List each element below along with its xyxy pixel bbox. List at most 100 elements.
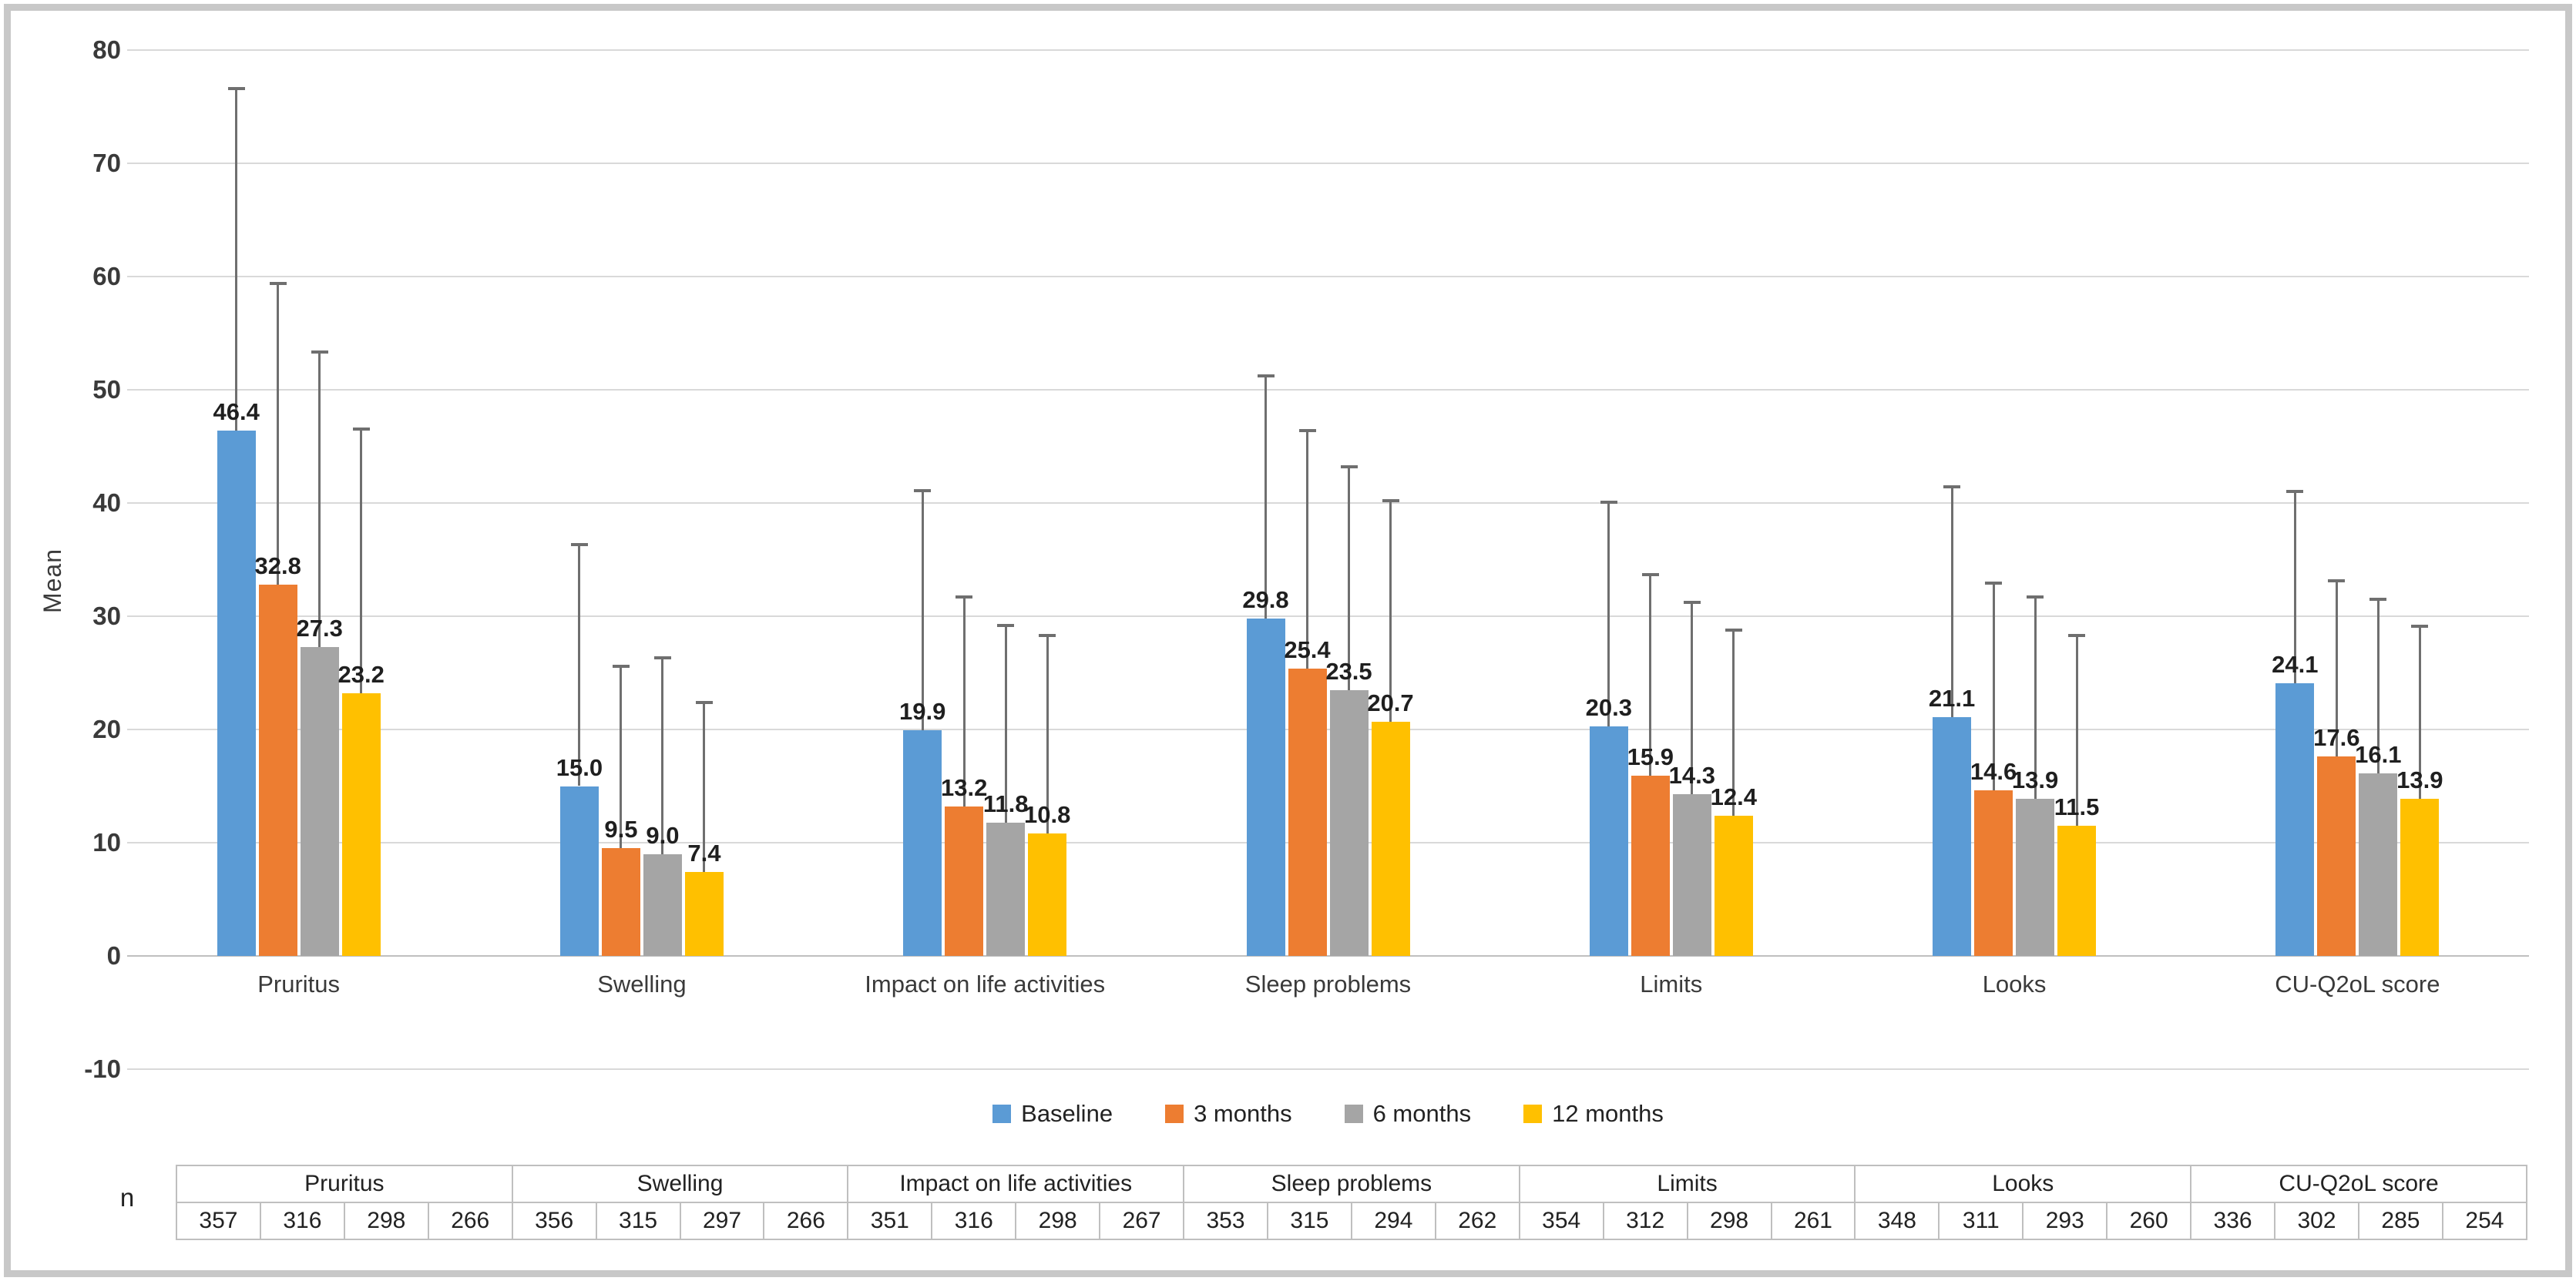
bar-baseline-sleep-problems: [1246, 618, 1285, 956]
bar-3-months-impact-on-life-activities: [945, 806, 984, 956]
y-tick-label: 0: [106, 941, 121, 970]
bar-3-months-limits: [1631, 776, 1670, 956]
error-bar-12-months-limits: [1732, 629, 1735, 816]
figure-border: [4, 4, 2572, 1277]
legend-item-12-months: 12 months: [1523, 1101, 1664, 1127]
n-table-cell: 315: [1266, 1202, 1352, 1240]
bar-value-label: 17.6: [2313, 724, 2360, 752]
bar-baseline-pruritus: [217, 430, 256, 956]
gridline: [127, 163, 2529, 164]
x-category-label: Swelling: [597, 971, 687, 998]
n-table-cell: 351: [847, 1202, 933, 1240]
gridline: [127, 842, 2529, 843]
bar-12-months-pruritus: [341, 692, 381, 956]
error-bar-cap: [2328, 579, 2346, 583]
bar-value-label: 11.8: [982, 790, 1029, 817]
error-bar-3-months-sleep-problems: [1306, 430, 1308, 669]
bar-value-label: 16.1: [2355, 741, 2402, 769]
error-bar-6-months-looks: [2034, 597, 2037, 799]
legend-item-6-months: 6 months: [1344, 1101, 1471, 1127]
y-tick-label: 50: [92, 375, 121, 404]
bar-value-label: 10.8: [1024, 801, 1071, 829]
error-bar-cap: [1641, 572, 1659, 576]
error-bar-12-months-sleep-problems: [1389, 501, 1392, 722]
bar-baseline-swelling: [559, 786, 599, 956]
bar-3-months-sleep-problems: [1288, 668, 1327, 956]
n-table-header-sleep-problems: Sleep problems: [1183, 1165, 1520, 1203]
legend-swatch-12-months: [1523, 1105, 1543, 1123]
gridline: [127, 276, 2529, 277]
error-bar-cap: [2411, 625, 2429, 629]
error-bar-cap: [2027, 595, 2044, 599]
error-bar-6-months-swelling: [661, 658, 664, 854]
error-bar-cap: [612, 664, 630, 668]
bar-value-label: 27.3: [296, 614, 343, 642]
bar-value-label: 7.4: [687, 840, 721, 867]
bar-value-label: 13.2: [941, 773, 988, 801]
bar-value-label: 25.4: [1284, 635, 1331, 663]
x-category-label: Sleep problems: [1244, 971, 1412, 998]
n-table-cell: 266: [763, 1202, 849, 1240]
error-bar-cap: [1943, 485, 1961, 489]
x-category-label: CU-Q2oL score: [2275, 971, 2440, 998]
error-bar-cap: [311, 350, 328, 354]
error-bar-cap: [1683, 601, 1701, 605]
bar-baseline-cu-q2ol-score: [2275, 682, 2315, 956]
n-table-cell: 260: [2106, 1202, 2192, 1240]
n-table-cell: 266: [427, 1202, 513, 1240]
n-table-header-swelling: Swelling: [511, 1165, 849, 1203]
error-bar-baseline-limits: [1607, 501, 1610, 726]
error-bar-cap: [1725, 628, 1742, 632]
bar-12-months-impact-on-life-activities: [1028, 833, 1067, 956]
n-table-cell: 298: [1686, 1202, 1772, 1240]
error-bar-6-months-impact-on-life-activities: [1004, 625, 1007, 823]
n-table: Pruritus Swelling Impact on life activitie…: [176, 1165, 2528, 1240]
error-bar-3-months-cu-q2ol-score: [2335, 581, 2338, 757]
bar-value-label: 20.7: [1367, 689, 1414, 716]
gridline: [127, 729, 2529, 730]
n-table-cell: 312: [1602, 1202, 1688, 1240]
error-bar-cap: [914, 488, 932, 492]
bar-value-label: 29.8: [1242, 585, 1289, 613]
n-table-cell: 357: [176, 1202, 261, 1240]
error-bar-cap: [352, 428, 370, 431]
bar-value-label: 9.0: [646, 821, 680, 849]
error-bar-12-months-cu-q2ol-score: [2418, 626, 2421, 799]
bar-value-label: 13.9: [2396, 766, 2443, 793]
bar-12-months-sleep-problems: [1371, 721, 1410, 956]
bar-6-months-looks: [2016, 798, 2055, 956]
bar-3-months-looks: [1974, 790, 2013, 956]
gridline: [127, 502, 2529, 504]
error-bar-cap: [956, 595, 973, 599]
y-tick-label: -10: [84, 1055, 121, 1083]
n-table-cell: 311: [1938, 1202, 2024, 1240]
bar-value-label: 21.1: [1928, 684, 1976, 712]
n-table-cell: 354: [1518, 1202, 1604, 1240]
bar-baseline-limits: [1589, 726, 1628, 956]
error-bar-cap: [2286, 490, 2304, 494]
gridline: [127, 49, 2529, 51]
y-tick-label: 70: [92, 149, 121, 177]
bar-baseline-impact-on-life-activities: [903, 730, 942, 956]
bar-6-months-pruritus: [300, 646, 339, 956]
error-bar-3-months-impact-on-life-activities: [962, 597, 966, 806]
bar-6-months-sleep-problems: [1329, 689, 1369, 956]
n-table-cell: 316: [931, 1202, 1017, 1240]
x-category-label: Pruritus: [257, 971, 341, 998]
error-bar-baseline-swelling: [578, 545, 581, 786]
error-bar-cap: [269, 281, 287, 285]
bar-value-label: 15.0: [556, 753, 603, 781]
error-bar-cap: [695, 700, 713, 704]
legend-label: 3 months: [1194, 1100, 1292, 1127]
bar-value-label: 14.3: [1668, 761, 1715, 789]
n-table-header-limits: Limits: [1518, 1165, 1856, 1203]
bar-value-label: 13.9: [2011, 766, 2059, 793]
bar-value-label: 24.1: [2272, 650, 2319, 678]
bar-value-label: 20.3: [1585, 693, 1632, 721]
n-table-cell: 336: [2190, 1202, 2276, 1240]
n-table-header-pruritus: Pruritus: [176, 1165, 513, 1203]
gridline: [127, 615, 2529, 617]
bar-6-months-impact-on-life-activities: [986, 822, 1026, 956]
bar-value-label: 23.5: [1325, 657, 1372, 685]
error-bar-cap: [653, 656, 671, 660]
